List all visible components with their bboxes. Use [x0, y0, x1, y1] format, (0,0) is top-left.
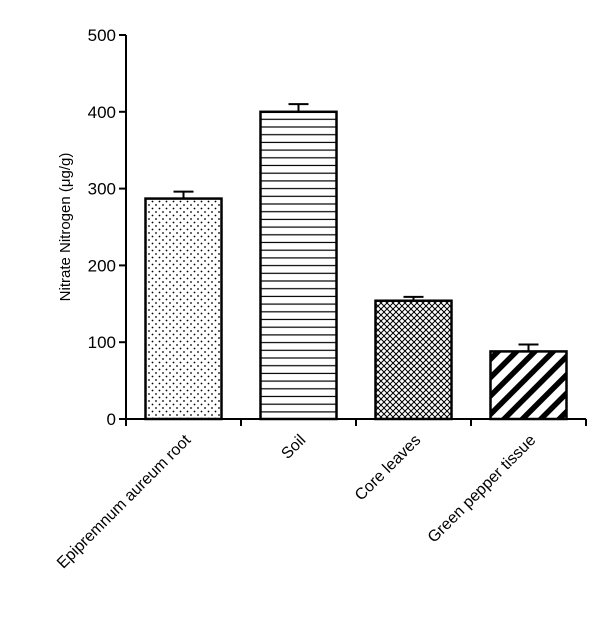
- y-tick-label: 100: [88, 333, 116, 352]
- y-tick-label: 400: [88, 103, 116, 122]
- y-tick-label: 300: [88, 180, 116, 199]
- category-label: Core leaves: [352, 432, 424, 504]
- bars: [144, 103, 568, 421]
- y-tick-label: 200: [88, 256, 116, 275]
- category-label: Soil: [278, 432, 309, 463]
- y-axis-title: Nitrate Nitrogen (μg/g): [57, 153, 74, 302]
- y-tick-label: 500: [88, 26, 116, 45]
- bar-green-pepper-tissue: [489, 350, 568, 421]
- category-labels: Epipremnum aureum root Soil Core leaves Gre…: [54, 431, 539, 572]
- bar-soil: [259, 110, 338, 421]
- bar-epipremnum-aureum-root: [144, 197, 223, 421]
- y-tick-label: 0: [107, 410, 116, 429]
- category-label: Epipremnum aureum root: [54, 431, 195, 572]
- y-axis: 0 100 200 300 400 500: [88, 26, 127, 429]
- bar-core-leaves: [374, 299, 453, 421]
- category-label: Green pepper tissue: [425, 432, 540, 547]
